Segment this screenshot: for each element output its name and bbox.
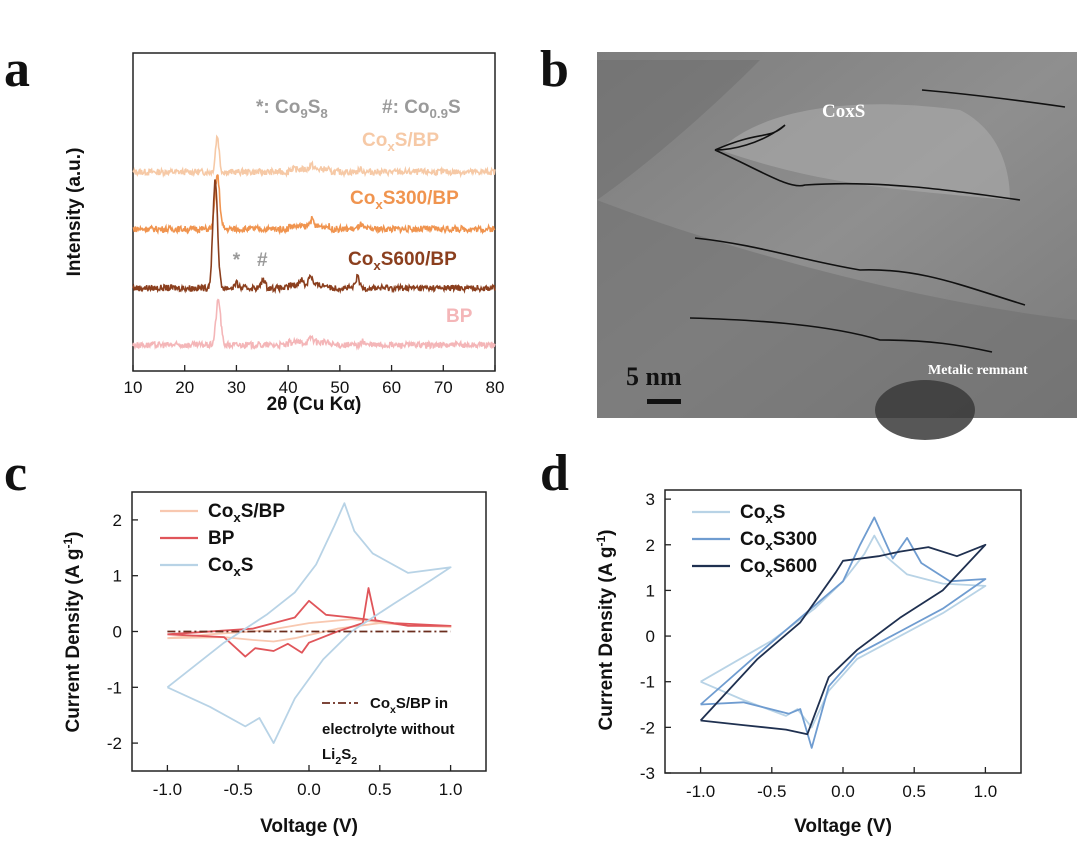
legend-label: Cox​S600 bbox=[740, 556, 817, 580]
panel-d-cv: -1.0 -0.5 0.0 0.5 1.0 -3 -2 -1 0 1 2 3 Cox​S Cox​S30… bbox=[594, 489, 1022, 837]
panel-a-xrd: 10 20 30 40 50 60 70 80 2θ (Cu Kα) Intensity (a… bbox=[64, 52, 505, 415]
legend-label: Cox​S300 bbox=[740, 529, 817, 553]
x-tick-label: 40 bbox=[279, 378, 298, 397]
panel-letter-c: c bbox=[4, 445, 27, 502]
series-line-CoxS/BP bbox=[132, 134, 496, 179]
legend-label: BP bbox=[208, 528, 235, 549]
series-line-CoxS600 bbox=[699, 543, 987, 736]
x-tick-label: 70 bbox=[434, 378, 453, 397]
x-tick-label: 0.5 bbox=[368, 780, 392, 799]
x-tick-label: 60 bbox=[382, 378, 401, 397]
x-tick-label: 0.0 bbox=[297, 780, 321, 799]
x-tick-label: 20 bbox=[175, 378, 194, 397]
ylabel-a: Intensity (a.u.) bbox=[64, 148, 85, 277]
y-tick-label: -2 bbox=[640, 718, 655, 737]
tem-line bbox=[714, 124, 1021, 201]
y-tick-label: 0 bbox=[113, 623, 122, 642]
x-tick-label: 80 bbox=[486, 378, 505, 397]
x-tick-label: 50 bbox=[330, 378, 349, 397]
series-line-CoxS300/BP bbox=[132, 174, 496, 236]
panel-c-cv: -1.0 -0.5 0.0 0.5 1.0 -2 -1 0 1 2 Cox​S/BP BP Cox​S… bbox=[61, 491, 487, 837]
x-tick-label: 1.0 bbox=[974, 782, 998, 801]
tem-line bbox=[694, 237, 1026, 306]
series-line-CoxS300 bbox=[700, 516, 987, 749]
annotation-hash: #: Co0.9​S bbox=[382, 97, 461, 121]
legend-label: Cox​S600/BP bbox=[348, 249, 457, 273]
y-tick-label: 1 bbox=[646, 581, 655, 600]
series-line-CoxS/BP bbox=[167, 618, 452, 643]
plot-frame-a bbox=[132, 52, 496, 372]
x-tick-label: 0.0 bbox=[831, 782, 855, 801]
tem-line bbox=[689, 317, 993, 353]
annotation-line: Li2​S2​ bbox=[322, 746, 357, 767]
series-line-CoxS600/BP bbox=[132, 179, 496, 295]
ylabel-d: Current Density (A g-1) bbox=[594, 529, 617, 730]
tem-band-upper bbox=[597, 60, 760, 200]
annotation-line: electrolyte without bbox=[322, 721, 455, 738]
legend-label: Cox​S bbox=[740, 502, 785, 526]
x-tick-label: 30 bbox=[227, 378, 246, 397]
scale-bar bbox=[647, 399, 681, 404]
ylabel-c: Current Density (A g-1) bbox=[61, 531, 84, 732]
series-line-CoxS bbox=[166, 502, 452, 744]
x-tick-label: -0.5 bbox=[224, 780, 253, 799]
panel-letter-d: d bbox=[540, 445, 569, 502]
tem-band-lower bbox=[597, 200, 1077, 418]
y-tick-label: -3 bbox=[640, 764, 655, 783]
panel-b-tem-image: CoxS Metalic remnant 5 nm bbox=[597, 52, 1077, 440]
xlabel-a: 2θ (Cu Kα) bbox=[267, 394, 362, 415]
tem-line bbox=[921, 89, 1066, 108]
scale-bar-label: 5 nm bbox=[626, 362, 682, 391]
series-line-BP bbox=[167, 587, 452, 658]
y-tick-label: -2 bbox=[107, 734, 122, 753]
y-tick-label: -1 bbox=[107, 678, 122, 697]
panel-letter-b: b bbox=[540, 41, 569, 98]
y-tick-label: 2 bbox=[646, 536, 655, 555]
y-tick-label: 3 bbox=[646, 490, 655, 509]
y-tick-label: -1 bbox=[640, 673, 655, 692]
x-tick-label: -1.0 bbox=[153, 780, 182, 799]
xlabel-c: Voltage (V) bbox=[260, 816, 358, 837]
tem-dark-particle bbox=[875, 380, 975, 440]
x-tick-label: 10 bbox=[124, 378, 143, 397]
legend-label: BP bbox=[446, 306, 473, 327]
peak-marker: # bbox=[257, 250, 268, 271]
plot-frame-d bbox=[664, 489, 1022, 774]
legend-label: Cox​S300/BP bbox=[350, 188, 459, 212]
y-tick-label: 1 bbox=[113, 567, 122, 586]
tem-label-cox: CoxS bbox=[822, 101, 865, 122]
y-tick-label: 2 bbox=[113, 511, 122, 530]
legend-label: Cox​S bbox=[208, 555, 253, 579]
legend-label: Cox​S/BP bbox=[362, 130, 439, 154]
panel-letter-a: a bbox=[4, 41, 30, 98]
peak-marker: * bbox=[233, 250, 241, 271]
legend-label: Cox​S/BP bbox=[208, 501, 285, 525]
x-tick-label: 0.5 bbox=[902, 782, 926, 801]
y-tick-label: 0 bbox=[646, 627, 655, 646]
annotation-no-li2s2: Cox​S/BP in electrolyte without Li2​S2​ bbox=[322, 695, 455, 767]
xlabel-d: Voltage (V) bbox=[794, 816, 892, 837]
x-tick-label: -1.0 bbox=[686, 782, 715, 801]
x-tick-label: 1.0 bbox=[439, 780, 463, 799]
annotation-star: *: Co9​S8​ bbox=[256, 97, 328, 121]
x-tick-label: -0.5 bbox=[757, 782, 786, 801]
series-line-BP bbox=[132, 298, 496, 351]
annotation-line: Cox​S/BP in bbox=[370, 695, 448, 716]
tem-cox-region bbox=[720, 104, 1010, 200]
tem-label-remnant: Metalic remnant bbox=[928, 363, 1028, 378]
